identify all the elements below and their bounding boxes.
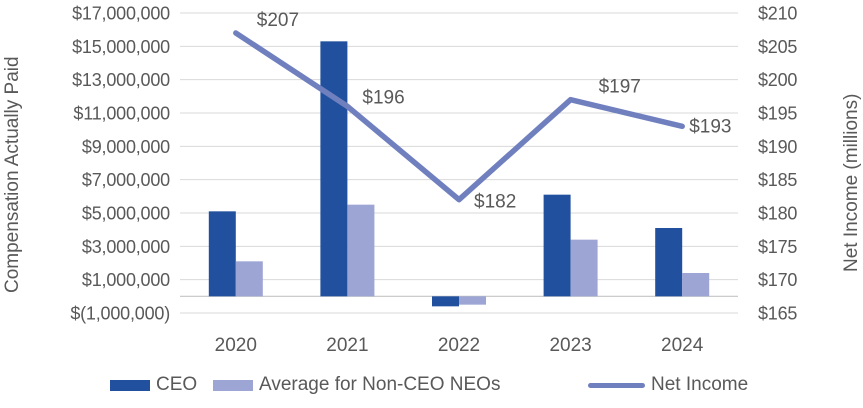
right-axis-tick-label: $205: [758, 37, 797, 57]
left-axis-tick-label: $5,000,000: [82, 204, 170, 224]
right-axis-tick-label: $170: [758, 270, 797, 290]
left-axis-tick-label: $7,000,000: [82, 170, 170, 190]
left-axis-tick-label: $17,000,000: [72, 4, 170, 24]
bar-neo-2024: [682, 273, 710, 297]
bar-neo-2021: [347, 204, 375, 297]
right-axis-tick-label: $175: [758, 237, 797, 257]
legend-label: Net Income: [651, 374, 749, 395]
net-income-data-label: $196: [362, 87, 404, 108]
left-axis-tick-label: $3,000,000: [82, 237, 170, 257]
net-income-data-label: $197: [599, 77, 641, 98]
x-axis-label-2020: 2020: [215, 335, 257, 356]
bar-ceo-2020: [208, 211, 236, 297]
left-axis-tick-label: $11,000,000: [73, 104, 170, 124]
x-axis-label-2022: 2022: [438, 335, 480, 356]
right-axis-tick-label: $165: [758, 304, 797, 324]
legend: CEO Average for Non-CEO NEOs Net Income: [0, 372, 863, 402]
x-axis-label-2023: 2023: [549, 335, 591, 356]
right-axis-tick-label: $190: [758, 137, 797, 157]
net-income-line: [233, 30, 685, 203]
bar-ceo-2024: [655, 228, 683, 297]
net-income-data-label: $207: [257, 10, 299, 31]
net-income-data-label: $182: [474, 192, 516, 213]
legend-item-average-for-non-ceo-neos: Average for Non-CEO NEOs: [213, 372, 500, 398]
net-income-data-label: $193: [689, 116, 731, 137]
right-axis-title: Net Income (millions): [841, 93, 862, 272]
x-axis-label-2021: 2021: [326, 335, 368, 356]
legend-bar-swatch: [213, 379, 253, 391]
right-axis-tick-label: $180: [758, 204, 797, 224]
left-axis-tick-label: $1,000,000: [82, 270, 170, 290]
legend-label: Average for Non-CEO NEOs: [259, 374, 501, 395]
left-axis-title: Compensation Actually Paid: [2, 56, 23, 293]
bar-neo-2023: [570, 239, 598, 297]
x-axis-label-2024: 2024: [661, 335, 704, 356]
left-axis-tick-label: $13,000,000: [72, 70, 170, 90]
legend-bar-swatch: [110, 379, 150, 391]
left-axis-tick-label: $15,000,000: [72, 37, 170, 57]
left-axis-tick-label: $(1,000,000): [70, 304, 170, 324]
legend-item-net-income: Net Income: [588, 372, 748, 398]
bar-neo-2022: [459, 296, 486, 305]
bar-ceo-2022: [432, 296, 459, 307]
right-axis-tick-label: $185: [758, 170, 797, 190]
legend-item-ceo: CEO: [110, 372, 197, 398]
legend-line-swatch: [588, 382, 645, 388]
bar-neo-2020: [235, 261, 263, 297]
bar-ceo-2021: [320, 41, 348, 297]
left-axis-tick-label: $9,000,000: [82, 137, 170, 157]
right-axis-tick-label: $195: [758, 104, 797, 124]
legend-label: CEO: [156, 374, 198, 395]
right-axis-tick-label: $210: [758, 4, 797, 24]
right-axis-tick-label: $200: [758, 70, 797, 90]
bar-ceo-2023: [543, 194, 571, 297]
